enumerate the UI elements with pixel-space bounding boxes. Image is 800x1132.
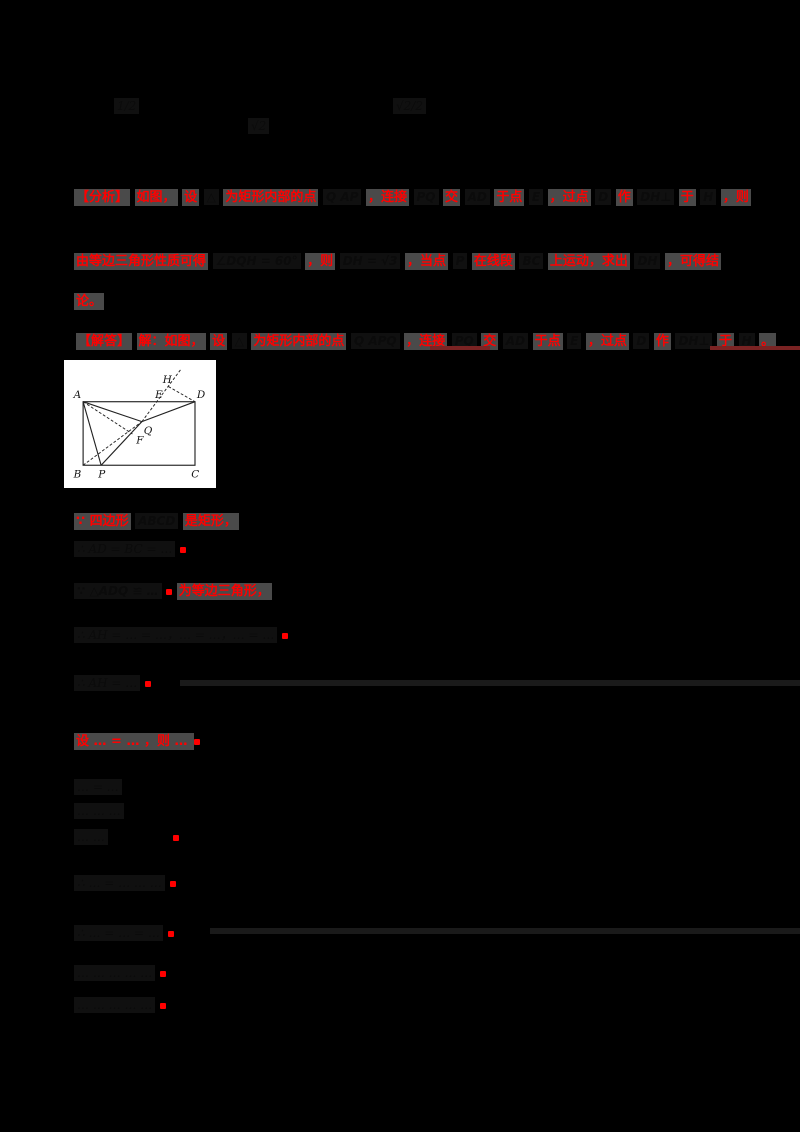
fraction-2: √2	[248, 118, 270, 134]
geometry-figure: A D B C P Q F E H	[64, 360, 216, 488]
step-9: … …	[74, 826, 179, 845]
step-11: ∴ … = … = …	[74, 922, 174, 941]
underline	[710, 346, 800, 350]
rectangle-diagram: A D B C P Q F E H	[73, 369, 206, 481]
svg-text:C: C	[191, 469, 199, 481]
step-10: ∴ … = … … …	[74, 872, 176, 891]
svg-text:Q: Q	[144, 425, 153, 437]
svg-text:H: H	[162, 374, 173, 386]
svg-text:E: E	[154, 389, 163, 401]
step-13: … … … … …	[74, 994, 167, 1013]
solution-label: 【解答】	[76, 333, 133, 350]
solution-line-1: 【解答】 解：如图， 设 △ 为矩形内部的点 Q APQ ，连接 PQ 交 AD…	[76, 333, 777, 350]
step-2: ∴ AD = BC = …	[74, 538, 187, 557]
step-3: ∵ △ADQ ≌ … 为等边三角形，	[74, 580, 272, 600]
analysis-label: 【分析】	[74, 189, 131, 206]
svg-text:D: D	[196, 389, 206, 401]
svg-text:B: B	[73, 469, 82, 481]
analysis-line-2: 由等边三角形性质可得 ∠DQH = 60° ，则 DH = √3 ，当点 P 在…	[74, 253, 722, 270]
svg-text:P: P	[97, 469, 106, 481]
step-4: ∴ AH = … = …，… = …，… = …	[74, 624, 289, 643]
step-5: ∴ AH = …	[74, 672, 152, 691]
step-12: … … … … …	[74, 962, 167, 981]
underline	[430, 346, 490, 350]
analysis-line-1: 【分析】 如图， 设 △ 为矩形内部的点 Q AP ，连接 PQ 交 AD 于点…	[74, 189, 751, 206]
step-7: … = …	[74, 776, 122, 795]
analysis-line-3: 论。	[74, 293, 105, 310]
svg-text:A: A	[73, 389, 82, 401]
step-8: … … …	[74, 800, 124, 819]
step-6: 设 … = … ，则 …	[74, 730, 201, 750]
step-1: ∵ 四边形 ABCD 是矩形，	[74, 513, 239, 530]
fraction-1: 1/2	[114, 98, 140, 114]
fraction-3: √2/2	[393, 98, 426, 114]
svg-text:F: F	[135, 434, 144, 446]
